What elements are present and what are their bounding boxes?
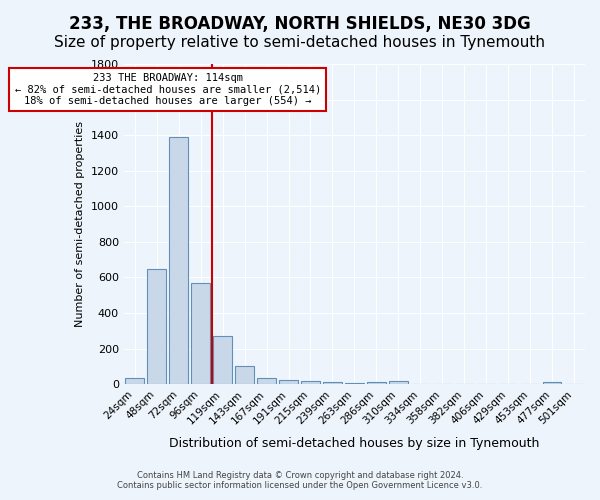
- Bar: [235, 366, 254, 384]
- Bar: [543, 382, 562, 384]
- Bar: [367, 382, 386, 384]
- Text: 233, THE BROADWAY, NORTH SHIELDS, NE30 3DG: 233, THE BROADWAY, NORTH SHIELDS, NE30 3…: [69, 15, 531, 33]
- Bar: [389, 381, 407, 384]
- Text: 233 THE BROADWAY: 114sqm
← 82% of semi-detached houses are smaller (2,514)
18% o: 233 THE BROADWAY: 114sqm ← 82% of semi-d…: [14, 73, 321, 106]
- Text: Size of property relative to semi-detached houses in Tynemouth: Size of property relative to semi-detach…: [55, 35, 545, 50]
- Bar: [257, 378, 276, 384]
- Bar: [345, 382, 364, 384]
- Bar: [125, 378, 144, 384]
- Y-axis label: Number of semi-detached properties: Number of semi-detached properties: [75, 121, 85, 327]
- Bar: [169, 138, 188, 384]
- Bar: [323, 382, 342, 384]
- Bar: [301, 381, 320, 384]
- X-axis label: Distribution of semi-detached houses by size in Tynemouth: Distribution of semi-detached houses by …: [169, 437, 539, 450]
- Bar: [191, 283, 210, 384]
- Bar: [279, 380, 298, 384]
- Bar: [214, 336, 232, 384]
- Bar: [148, 269, 166, 384]
- Text: Contains HM Land Registry data © Crown copyright and database right 2024.
Contai: Contains HM Land Registry data © Crown c…: [118, 470, 482, 490]
